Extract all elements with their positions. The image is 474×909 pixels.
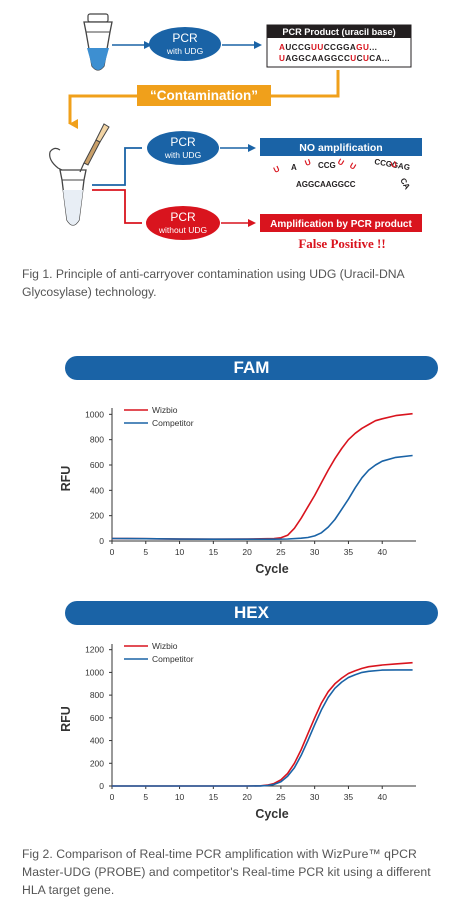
uracil-fragment: U: [336, 157, 346, 168]
y-tick-label: 200: [90, 758, 104, 768]
dna-fragment: CCG: [318, 161, 336, 170]
y-tick-label: 400: [90, 736, 104, 746]
amp-title: Amplification by PCR product: [270, 219, 412, 230]
x-tick-label: 15: [209, 547, 219, 557]
uracil-fragment: U: [348, 161, 358, 172]
contamination-label: “Contamination”: [150, 88, 258, 103]
uracil-base: UU: [311, 43, 324, 52]
pcr-oval-sub-2: with UDG: [164, 150, 201, 160]
y-tick-label: 800: [90, 690, 104, 700]
x-tick-label: 10: [175, 547, 185, 557]
branch-no-udg: [92, 189, 142, 224]
series-line-competitor: [112, 669, 413, 787]
y-axis-label: RFU: [59, 706, 73, 732]
x-tick-label: 20: [242, 792, 252, 802]
pcr-with-udg-oval: PCR with UDG: [149, 27, 221, 61]
hex-chart-title: HEX: [65, 601, 438, 625]
y-tick-label: 800: [90, 435, 104, 445]
series-line-wizbio: [111, 412, 413, 540]
pcr-oval-sub-3: without UDG: [158, 225, 207, 235]
fig2-caption: Fig 2. Comparison of Real-time PCR ampli…: [22, 847, 431, 897]
uracil-fragment: U: [272, 164, 281, 175]
dna-fragment: CA: [398, 177, 412, 192]
pcr-oval-title: PCR: [172, 31, 198, 45]
dna-fragment: AGGCAAGGCC: [296, 180, 356, 189]
x-tick-label: 0: [110, 547, 115, 557]
dna-bases: CCGGA: [324, 43, 356, 52]
uracil-base: U: [363, 54, 369, 63]
product-sequence-1: AUCCGUUCCGGAGU...: [279, 43, 377, 52]
x-tick-label: 10: [175, 792, 185, 802]
x-tick-label: 5: [143, 792, 148, 802]
pcr-with-udg-oval-2: PCR with UDG: [147, 131, 219, 165]
no-amplification-box: NO amplification: [260, 138, 422, 156]
pcr-tube-icon: [83, 13, 113, 71]
pcr-oval-title-2: PCR: [170, 135, 196, 149]
x-tick-label: 20: [242, 547, 252, 557]
x-tick-label: 25: [276, 547, 286, 557]
x-tick-label: 40: [377, 547, 387, 557]
legend-label-competitor: Competitor: [152, 654, 194, 664]
dna-bases: AGGCAAGGCC: [285, 54, 350, 63]
fam-chart: 0 200 400 600 800 1000 0 5 10 15 20 25 30 35 40 Cycle RF…: [59, 405, 416, 576]
uracil-base: G: [356, 43, 363, 52]
y-tick-label: 0: [99, 781, 104, 791]
product-box-title: PCR Product (uracil base): [282, 27, 395, 37]
y-tick-label: 1000: [85, 409, 104, 419]
pipette-icon: [79, 123, 110, 173]
pcr-product-box: PCR Product (uracil base) AUCCGUUCCGGAGU…: [266, 24, 412, 68]
legend-label-competitor: Competitor: [152, 418, 194, 428]
contaminated-tube-icon: [49, 147, 87, 226]
uracil-fragment: U: [304, 157, 313, 168]
x-tick-label: 5: [143, 547, 148, 557]
dna-bases: CA...: [369, 54, 390, 63]
y-tick-label: 600: [90, 713, 104, 723]
x-tick-label: 25: [276, 792, 286, 802]
x-tick-label: 15: [209, 792, 219, 802]
y-tick-label: 1000: [85, 667, 104, 677]
y-axis-label: RFU: [59, 466, 73, 492]
fig1-caption: Fig 1. Principle of anti-carryover conta…: [22, 267, 405, 299]
uracil-base: U: [363, 43, 369, 52]
x-tick-label: 0: [110, 792, 115, 802]
x-tick-label: 35: [344, 792, 354, 802]
legend-label-wizbio: Wizbio: [152, 405, 178, 415]
pcr-oval-sub: with UDG: [166, 46, 203, 56]
series-line-competitor: [111, 454, 413, 540]
pcr-without-udg-oval: PCR without UDG: [146, 206, 220, 240]
amplification-box: Amplification by PCR product: [260, 214, 422, 232]
udg-principle-diagram: PCR with UDG PCR Product (uracil base) A…: [49, 13, 422, 251]
series-line-wizbio: [112, 661, 413, 787]
y-tick-label: 0: [99, 536, 104, 546]
y-tick-label: 200: [90, 511, 104, 521]
hex-chart: 0 200 400 600 800 1000 1200 0 5 10 15 20 25 30 35 40 Cyc…: [59, 641, 416, 821]
uracil-base: U: [350, 54, 356, 63]
uracil-base: U: [279, 54, 285, 63]
x-axis-label: Cycle: [255, 562, 288, 576]
dna-bases: UCCG: [285, 43, 311, 52]
dna-fragment: A: [291, 163, 297, 172]
pcr-oval-title-3: PCR: [170, 210, 196, 224]
branch-udg: [92, 147, 142, 186]
fam-chart-title: FAM: [65, 356, 438, 380]
uracil-fragment: U: [390, 159, 399, 170]
false-positive-label: False Positive !!: [298, 236, 385, 251]
y-tick-label: 600: [90, 460, 104, 470]
uracil-base: A: [279, 43, 285, 52]
dna-bases: C: [357, 54, 363, 63]
no-amp-title: NO amplification: [299, 142, 382, 154]
x-tick-label: 30: [310, 792, 320, 802]
contamination-label-box: [137, 85, 271, 106]
x-tick-label: 40: [377, 792, 387, 802]
x-axis-label: Cycle: [255, 807, 288, 821]
x-tick-label: 30: [310, 547, 320, 557]
x-tick-label: 35: [344, 547, 354, 557]
product-sequence-2: UAGGCAAGGCCUCUCA...: [279, 54, 390, 63]
y-tick-label: 400: [90, 485, 104, 495]
y-tick-label: 1200: [85, 645, 104, 655]
legend-label-wizbio: Wizbio: [152, 641, 178, 651]
dna-bases: ...: [369, 43, 377, 52]
